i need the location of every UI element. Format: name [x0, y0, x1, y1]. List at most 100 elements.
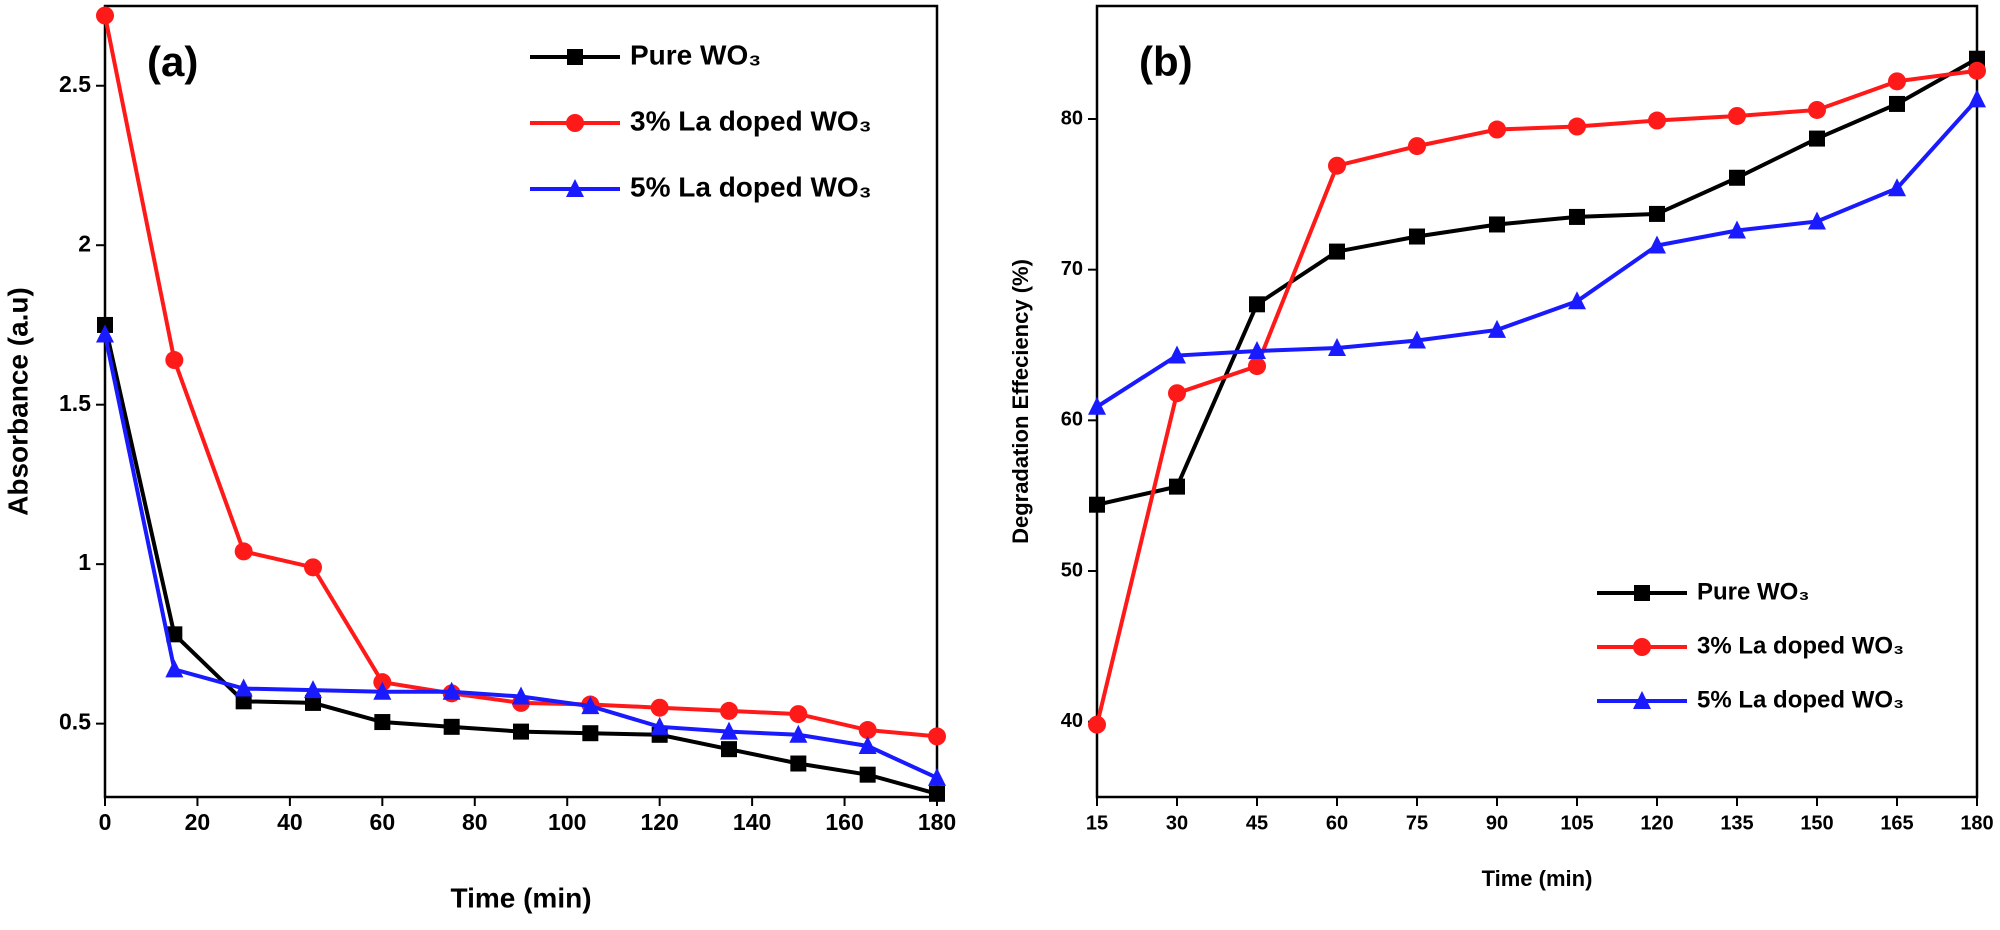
marker	[1968, 89, 1986, 108]
marker	[1089, 496, 1105, 513]
marker	[567, 49, 583, 65]
marker	[1249, 296, 1265, 313]
marker	[650, 698, 669, 717]
marker	[1633, 638, 1651, 656]
marker	[1888, 72, 1906, 91]
marker	[305, 694, 321, 711]
x-tick-label: 75	[1406, 812, 1428, 834]
series-line	[1097, 68, 1978, 726]
marker	[1649, 205, 1665, 222]
marker	[1328, 156, 1346, 175]
panel-label: (a)	[147, 38, 198, 85]
marker	[234, 678, 253, 697]
marker	[165, 659, 184, 678]
marker	[1889, 95, 1905, 112]
marker	[581, 696, 600, 715]
marker	[1728, 220, 1746, 239]
marker	[373, 681, 392, 700]
marker	[1808, 100, 1826, 119]
marker	[1168, 384, 1186, 403]
x-axis-title: Time (min)	[1482, 866, 1593, 891]
series-line	[105, 324, 938, 796]
marker	[1568, 291, 1586, 310]
marker	[1408, 137, 1426, 156]
marker	[566, 179, 584, 197]
marker	[304, 680, 322, 699]
marker	[1488, 120, 1506, 139]
marker	[96, 324, 114, 343]
marker	[1169, 478, 1185, 495]
marker	[1968, 61, 1986, 80]
x-tick-label: 60	[1326, 812, 1348, 834]
y-tick-label: 2.5	[59, 71, 91, 97]
marker	[1088, 715, 1106, 734]
series-line	[1097, 56, 1978, 507]
marker	[235, 693, 252, 710]
marker	[1408, 330, 1426, 349]
x-tick-label: 120	[640, 809, 678, 835]
marker	[858, 721, 877, 740]
x-tick-label: 160	[825, 809, 863, 835]
y-axis-title: Degradation Effeciency (%)	[1008, 259, 1033, 544]
y-tick-label: 1	[78, 549, 91, 575]
x-tick-label: 100	[548, 809, 586, 835]
x-tick-label: 45	[1246, 812, 1268, 834]
marker	[928, 767, 946, 786]
marker	[1729, 169, 1745, 186]
panel-label: (b)	[1139, 38, 1193, 85]
marker	[165, 351, 184, 370]
x-tick-label: 20	[185, 809, 211, 835]
marker	[859, 766, 876, 783]
marker	[1648, 111, 1666, 130]
legend-label: 3% La doped WO₃	[1697, 632, 1904, 659]
legend-label: Pure WO₃	[1697, 578, 1809, 605]
legend-label: 5% La doped WO₃	[1697, 686, 1904, 713]
x-tick-label: 105	[1560, 812, 1593, 834]
marker	[1168, 345, 1186, 364]
marker	[1728, 106, 1746, 125]
marker	[721, 741, 737, 758]
plot-frame	[103, 4, 939, 799]
marker	[1489, 216, 1505, 233]
marker	[1248, 341, 1266, 360]
y-tick-label: 70	[1061, 258, 1083, 280]
marker	[1809, 130, 1825, 147]
marker	[513, 723, 529, 740]
x-tick-label: 60	[370, 809, 396, 835]
marker	[858, 735, 877, 754]
marker	[1409, 228, 1425, 245]
x-tick-label: 140	[733, 809, 771, 835]
marker	[1328, 338, 1346, 357]
marker	[1568, 117, 1586, 136]
marker	[1648, 235, 1666, 254]
x-tick-label: 165	[1880, 812, 1913, 834]
marker	[1329, 243, 1345, 260]
marker	[566, 114, 584, 132]
y-tick-label: 80	[1061, 107, 1083, 129]
marker	[789, 705, 808, 724]
x-tick-label: 150	[1800, 812, 1833, 834]
legend-label: 5% La doped WO₃	[630, 171, 872, 202]
marker	[443, 718, 460, 735]
y-tick-label: 1.5	[59, 390, 91, 416]
marker	[1569, 208, 1585, 225]
x-tick-label: 40	[277, 809, 303, 835]
marker	[1808, 211, 1826, 230]
y-tick-label: 2	[78, 230, 91, 256]
marker	[166, 626, 183, 643]
marker	[650, 716, 669, 735]
x-axis-title: Time (min)	[450, 882, 591, 913]
x-tick-label: 90	[1486, 812, 1508, 834]
marker	[929, 785, 945, 802]
marker	[374, 714, 391, 731]
x-tick-label: 80	[462, 809, 488, 835]
marker	[1488, 319, 1506, 338]
x-tick-label: 0	[99, 809, 112, 835]
marker	[96, 6, 114, 25]
series-line	[1097, 98, 1979, 409]
x-tick-label: 135	[1720, 812, 1753, 834]
marker	[1634, 585, 1650, 601]
marker	[928, 727, 946, 746]
